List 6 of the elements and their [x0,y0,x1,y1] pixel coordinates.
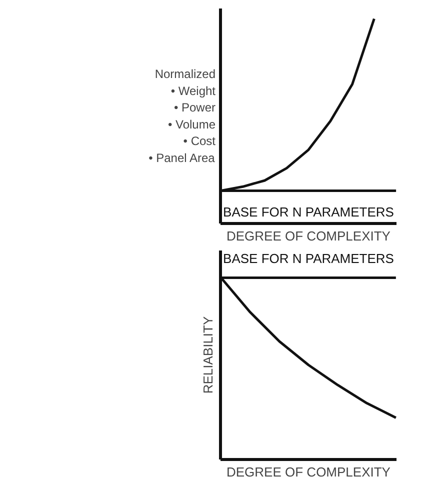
text: BASE FOR N PARAMETERS [223,250,394,266]
x-axis-title: DEGREE OF COMPLEXITY [226,228,391,244]
y-axis-title: Normalized • Weight • Power • Volume • Cost • Panel Area [148,67,216,165]
y-axis-title: RELIABILITY [200,316,216,394]
annotation: BASE FOR N PARAMETERS [223,204,394,220]
x-axis-title: DEGREE OF COMPLEXITY [226,464,391,480]
